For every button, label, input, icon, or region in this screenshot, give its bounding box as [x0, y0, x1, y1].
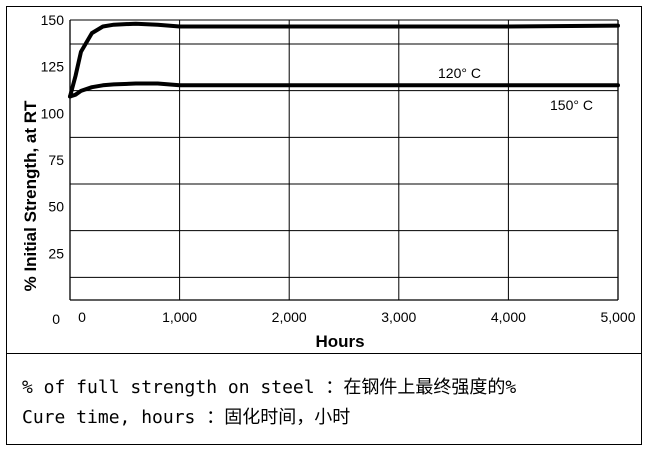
x-tick-label: 0: [78, 309, 86, 325]
y-tick-label: 25: [48, 245, 64, 261]
y-tick-label: 75: [48, 152, 64, 168]
grid: [70, 20, 619, 300]
y-tick-label: 50: [48, 199, 64, 215]
chart: 0 25 50 75 100 125 150 0 1,000 2,000 3,000 4,000 5,0…: [21, 12, 636, 351]
labels: 0 25 50 75 100 125 150 0 1,000 2,000 3,000 4,000 5,0…: [41, 12, 636, 327]
x-axis-title: Hours: [315, 332, 364, 351]
series: [68, 21, 620, 99]
x-tick-label: 4,000: [491, 309, 526, 325]
x-tick-label: 1,000: [162, 309, 197, 325]
series-line-2: [68, 81, 620, 99]
y-tick-label: 125: [41, 59, 65, 75]
outer-frame: [6, 6, 642, 445]
y-axis-title: % Initial Strength, at RT: [21, 100, 40, 291]
x-tick-label: 3,000: [381, 309, 416, 325]
x-tick-label: 5,000: [600, 309, 635, 325]
series-label-2: 150° C: [550, 97, 593, 113]
axes: [69, 19, 619, 301]
x-tick-label: 2,000: [272, 309, 307, 325]
y-tick-label: 100: [41, 105, 65, 121]
series-label-1: 120° C: [438, 65, 481, 81]
legend-divider: [6, 353, 642, 354]
legend-line-cure-time: Cure time, hours ：固化时间，小时: [22, 407, 351, 428]
legend-line-strength: % of full strength on steel ：在钢件上最终强度的%: [22, 377, 517, 398]
y-tick-label: 150: [41, 12, 65, 28]
y-tick-label: 0: [52, 311, 60, 327]
series-line-1: [68, 21, 620, 99]
